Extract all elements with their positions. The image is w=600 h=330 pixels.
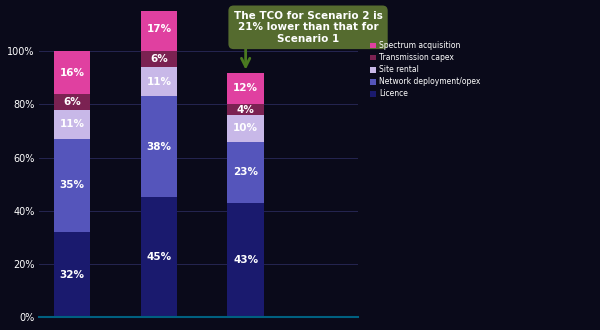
Bar (227, 203, 264, 317)
Text: 16%: 16% (60, 68, 85, 78)
Text: 6%: 6% (150, 54, 168, 64)
Text: 10%: 10% (233, 123, 258, 133)
Text: 12%: 12% (233, 83, 258, 93)
Text: 11%: 11% (60, 119, 85, 129)
Text: 17%: 17% (146, 24, 172, 34)
Bar (141, 51, 177, 67)
Bar (54, 94, 91, 110)
Text: 43%: 43% (233, 255, 258, 265)
Bar (227, 73, 264, 104)
Text: 45%: 45% (146, 252, 172, 262)
Text: The TCO for Scenario 2 is
21% lower than that for
Scenario 1: The TCO for Scenario 2 is 21% lower than… (233, 11, 382, 44)
Text: 11%: 11% (146, 77, 172, 87)
Bar (141, 67, 177, 96)
Bar (227, 104, 264, 115)
Text: 6%: 6% (64, 97, 81, 107)
Legend: Spectrum acquisition, Transmission capex, Site rental, Network deployment/opex, : Spectrum acquisition, Transmission capex… (368, 40, 482, 100)
Bar (141, 6, 177, 51)
Bar (54, 232, 91, 317)
Bar (227, 115, 264, 142)
Text: 38%: 38% (146, 142, 172, 152)
Bar (141, 96, 177, 197)
Text: 4%: 4% (236, 105, 254, 115)
Text: 23%: 23% (233, 167, 258, 177)
Bar (54, 139, 91, 232)
Text: 32%: 32% (60, 270, 85, 280)
Bar (141, 197, 177, 317)
Text: 35%: 35% (60, 181, 85, 190)
Bar (54, 51, 91, 94)
Bar (227, 142, 264, 203)
Bar (54, 110, 91, 139)
